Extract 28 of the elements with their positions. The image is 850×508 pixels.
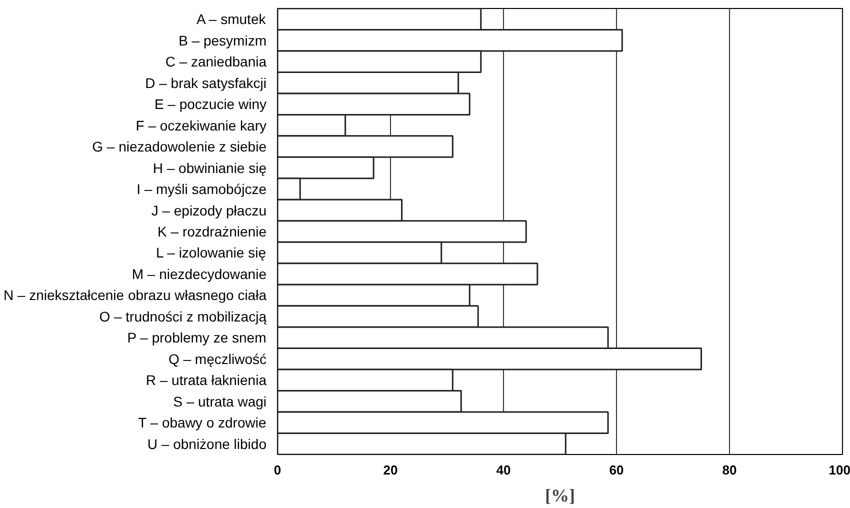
y-tick-label: K – rozdrażnienie: [158, 224, 267, 240]
x-tick-label: 100: [828, 462, 850, 478]
y-tick-label: U – obniżone libido: [147, 436, 267, 452]
y-tick-label: S – utrata wagi: [173, 393, 267, 410]
y-tick-label: D – brak satysfakcji: [145, 74, 267, 91]
x-tick-label: 20: [383, 462, 398, 478]
x-axis-title: [%]: [545, 486, 576, 506]
y-tick-label: J – epizody płaczu: [151, 202, 267, 218]
y-tick-label: T – obawy o zdrowie: [138, 414, 266, 431]
x-tick-label: 0: [274, 462, 282, 478]
y-tick-label: C – zaniedbania: [165, 54, 267, 70]
y-tick-label: O – trudności z mobilizacją: [99, 308, 267, 324]
y-tick-label: F – oczekiwanie kary: [136, 117, 266, 134]
y-tick-label: A – smutek: [196, 11, 267, 28]
x-tick-label: 60: [609, 462, 624, 478]
y-tick-label: P – problemy ze snem: [127, 330, 266, 346]
y-tick-label: R – utrata łaknienia: [146, 372, 267, 388]
y-tick-label: G – niezadowolenie z siebie: [92, 138, 267, 155]
y-tick-label: B – pesymizm: [178, 32, 267, 48]
y-tick-label: I – myśli samobójcze: [136, 181, 267, 198]
y-tick-label: E – poczucie winy: [154, 96, 267, 112]
y-tick-label: M – niezdecydowanie: [132, 266, 267, 282]
x-tick-label: 40: [496, 462, 511, 478]
x-tick-label: 80: [722, 462, 737, 478]
y-tick-label: N – zniekształcenie obrazu własnego ciała: [3, 287, 267, 304]
y-tick-label: L – izolowanie się: [156, 244, 266, 261]
y-tick-label: H – obwinianie się: [152, 160, 267, 176]
y-tick-label: Q – męczliwość: [168, 350, 267, 367]
